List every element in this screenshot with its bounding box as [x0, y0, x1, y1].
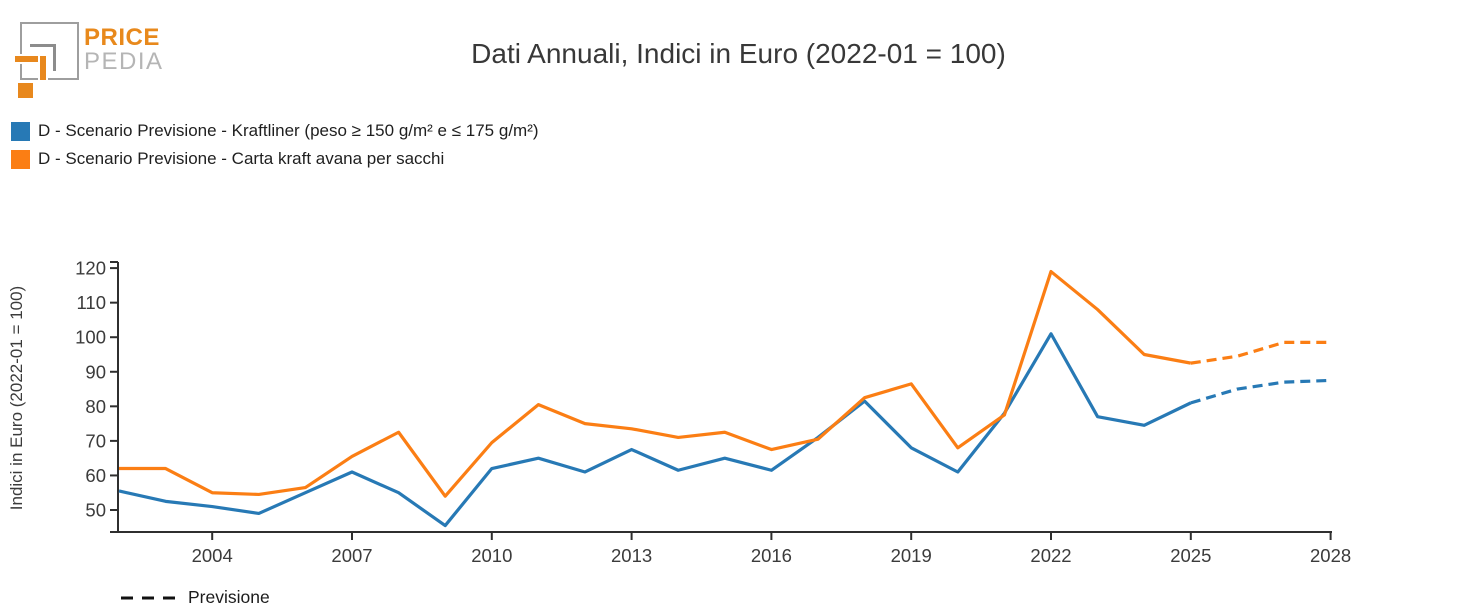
x-tick-label: 2013 [611, 545, 652, 566]
y-tick-label: 100 [75, 327, 106, 348]
x-tick-label: 2004 [192, 545, 233, 566]
y-tick-label: 80 [85, 396, 106, 417]
logo-square-outline-icon [20, 22, 79, 80]
pricepedia-logo: PRICE PEDIA [0, 0, 300, 110]
y-tick-label: 60 [85, 465, 106, 486]
logo-text-price: PRICE [84, 24, 160, 51]
series-0-forecast-line [1190, 378, 1331, 405]
chart-title: Dati Annuali, Indici in Euro (2022-01 = … [471, 38, 1006, 69]
legend-swatch-orange-icon [11, 149, 30, 169]
y-tick-label: 90 [85, 361, 106, 382]
x-tick-label: 2025 [1170, 545, 1211, 566]
x-tick-label: 2010 [471, 545, 512, 566]
legend-item-carta-kraft[interactable]: D - Scenario Previsione - Carta kraft av… [11, 145, 539, 173]
legend-label: D - Scenario Previsione - Kraftliner (pe… [38, 121, 539, 140]
logo-text-pedia: PEDIA [84, 48, 164, 76]
forecast-legend-label: Previsione [188, 587, 270, 607]
plot-area: 50 60 70 80 90 100 110 120 2004 2007 2010 2013 2016 2… [0, 235, 1477, 580]
series-0-history-line [118, 332, 1192, 528]
legend-swatch-blue-icon [11, 121, 30, 141]
series-1-history-line [119, 269, 1192, 498]
logo-orange-square-icon [18, 83, 33, 98]
logo-orange-bracket-icon [40, 56, 46, 80]
forecast-dash-icon [121, 596, 175, 599]
series-1-forecast-line [1190, 340, 1331, 365]
x-tick-label: 2019 [891, 545, 932, 566]
y-tick-label: 110 [77, 292, 107, 313]
x-tick-label: 2028 [1310, 545, 1351, 566]
logo-wordmark: PRICE PEDIA [84, 24, 164, 76]
x-tick-label: 2016 [751, 545, 792, 566]
forecast-legend: Previsione [120, 587, 270, 608]
y-tick-label: 50 [85, 500, 106, 521]
legend-item-kraftliner[interactable]: D - Scenario Previsione - Kraftliner (pe… [11, 117, 539, 145]
y-tick-label: 70 [85, 430, 106, 451]
chart-legend: D - Scenario Previsione - Kraftliner (pe… [11, 117, 539, 173]
logo-gray-bracket-icon [30, 44, 56, 47]
x-tick-label: 2022 [1030, 545, 1071, 566]
legend-label: D - Scenario Previsione - Carta kraft av… [38, 149, 445, 168]
line-chart-svg: 50 60 70 80 90 100 110 120 2004 2007 2010 2013 2016 2… [75, 258, 1351, 566]
x-tick-label: 2007 [331, 545, 372, 566]
logo-orange-bracket-icon [15, 56, 46, 62]
y-tick-label: 120 [75, 258, 106, 279]
logo-gray-bracket-icon [53, 44, 56, 71]
